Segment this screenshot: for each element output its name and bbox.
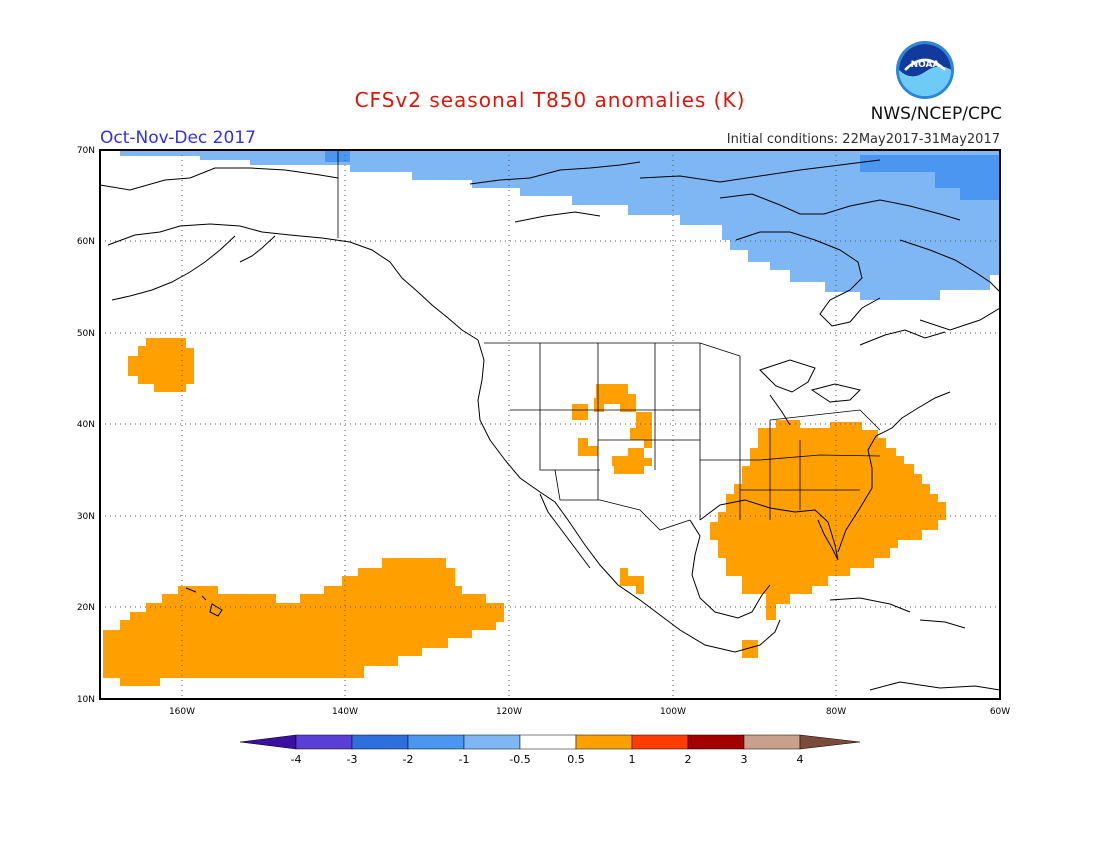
map-title: CFSv2 seasonal T850 anomalies (K): [354, 88, 746, 112]
longitude-labels: 160W 140W 120W 100W 80W 60W: [169, 707, 1010, 717]
color-legend: -4 -3 -2 -1 -0.5 0.5 1 2 3 4: [239, 734, 861, 766]
legend-tick-8: 3: [741, 753, 748, 766]
legend-tick-2: -2: [403, 753, 414, 766]
warm-anomaly-subtropical-pacific: [103, 558, 504, 686]
legend-swatch-p05-p1: [575, 734, 633, 750]
legend-arrow-low: [239, 734, 297, 750]
legend-swatch-p1-p2: [631, 734, 689, 750]
lat-label-40n: 40N: [77, 420, 95, 430]
legend-swatch-p2-p3: [687, 734, 745, 750]
warm-anomaly-southeast-us: [710, 420, 946, 620]
legend-tick-5: 0.5: [567, 753, 585, 766]
legend-tick-0: -4: [291, 753, 302, 766]
legend-tick-6: 1: [629, 753, 636, 766]
lon-label-60w: 60W: [990, 707, 1010, 717]
lat-label-30n: 30N: [77, 512, 95, 522]
legend-tick-3: -1: [459, 753, 470, 766]
legend-tick-1: -3: [347, 753, 358, 766]
legend-swatch-neutral: [519, 734, 577, 750]
warm-anomaly-rockies-mid: [572, 404, 652, 474]
lat-label-50n: 50N: [77, 329, 95, 339]
lat-label-70n: 70N: [77, 146, 95, 156]
cold-anomaly-core: [325, 150, 1000, 200]
lat-label-10n: 10N: [77, 695, 95, 705]
lon-label-140w: 140W: [332, 707, 358, 717]
lon-label-160w: 160W: [169, 707, 195, 717]
agency-label: NWS/NCEP/CPC: [870, 104, 1002, 124]
latitude-labels: 70N 60N 50N 40N 30N 20N 10N: [77, 146, 95, 705]
cold-anomaly-region: [120, 150, 1000, 300]
initial-conditions-label: Initial conditions: 22May2017-31May2017: [726, 132, 1000, 147]
political-borders: [337, 150, 881, 531]
legend-tick-7: 2: [685, 753, 692, 766]
lon-label-100w: 100W: [660, 707, 686, 717]
noaa-logo: NOAA: [896, 41, 954, 99]
legend-arrow-high: [799, 734, 861, 750]
legend-tick-4: -0.5: [509, 753, 530, 766]
warm-anomaly-north-pacific: [128, 338, 194, 392]
legend-swatch-minus1-minus05: [463, 734, 521, 750]
warm-anomaly-rockies-north: [594, 384, 636, 412]
lon-label-120w: 120W: [496, 707, 522, 717]
map-frame: [99, 149, 1001, 700]
legend-swatch-minus3-minus2: [351, 734, 409, 750]
noaa-logo-text: NOAA: [911, 60, 940, 70]
coastlines: [100, 159, 1000, 691]
lat-label-60n: 60N: [77, 237, 95, 247]
legend-tick-9: 4: [797, 753, 804, 766]
lon-label-80w: 80W: [826, 707, 846, 717]
warm-anomaly-mexico: [620, 568, 758, 658]
season-label: Oct-Nov-Dec 2017: [100, 128, 256, 148]
lat-label-20n: 20N: [77, 603, 95, 613]
graticule: [100, 150, 1000, 699]
legend-swatch-minus2-minus1: [407, 734, 465, 750]
legend-swatch-p3-p4: [743, 734, 801, 750]
legend-swatch-minus4-minus3: [295, 734, 353, 750]
